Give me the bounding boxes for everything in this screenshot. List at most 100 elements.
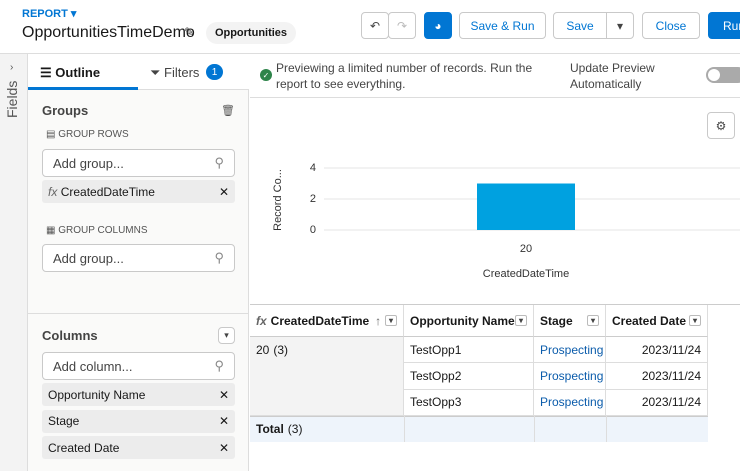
remove-icon[interactable]: ✕ — [218, 184, 229, 199]
item-label: CreatedDateTime — [60, 184, 155, 199]
close-button[interactable]: Close — [642, 12, 700, 39]
header-text: CreatedDateTime — [270, 313, 370, 328]
table-cell: Prospecting — [534, 363, 606, 390]
active-tab-indicator — [28, 87, 138, 90]
expand-icon[interactable]: › — [10, 62, 14, 73]
x-axis-label: CreatedDateTime — [483, 268, 569, 280]
y-axis-label: Record Co... — [272, 169, 284, 231]
outline-tab[interactable]: ☰ Outline — [40, 65, 101, 80]
total-divider — [534, 416, 535, 442]
column-item[interactable]: Opportunity Name ✕ — [42, 383, 235, 406]
table-cell: 2023/11/24 — [606, 363, 708, 390]
save-run-button[interactable]: Save & Run — [459, 12, 546, 39]
header-menu[interactable]: ▾ — [514, 315, 527, 326]
column-header[interactable]: Opportunity Name ▾ — [404, 305, 534, 337]
table-cell: Prospecting — [534, 389, 606, 416]
preview-divider — [250, 97, 740, 98]
table-cell: 2023/11/24 — [606, 389, 708, 416]
groups-title: Groups — [42, 103, 89, 118]
add-group-columns[interactable]: Add group... ⚲ — [42, 244, 235, 272]
group-row-item[interactable]: fx CreatedDateTime ✕ — [42, 180, 235, 203]
table-top-border — [250, 304, 740, 305]
add-column[interactable]: Add column... ⚲ — [42, 352, 235, 380]
placeholder: Add column... — [53, 358, 133, 374]
columns-title: Columns — [42, 328, 98, 343]
label: GROUP ROWS — [58, 129, 129, 140]
y-tick-label: 4 — [310, 162, 316, 174]
columns-menu[interactable]: ▾ — [218, 327, 235, 344]
header-label: Opportunity Name — [410, 314, 515, 328]
filter-count: 1 — [206, 64, 223, 80]
item-label: Stage — [48, 414, 80, 428]
table-cell: TestOpp3 — [404, 389, 534, 416]
label: REPORT — [22, 8, 68, 20]
header-menu[interactable]: ▾ — [586, 315, 599, 326]
auto-preview-label: Update Preview Automatically — [570, 61, 655, 91]
group-columns-label: ▦ GROUP COLUMNS — [46, 225, 148, 236]
chart: Record Co... CreatedDateTime 0 2 4 20 — [272, 162, 740, 280]
total-divider — [606, 416, 607, 442]
item-label: Created Date — [48, 440, 120, 455]
header-menu[interactable]: ▾ — [688, 315, 701, 326]
total-count: (3) — [287, 422, 303, 436]
total-divider — [404, 416, 405, 442]
table-cell: 2023/11/24 — [606, 337, 708, 364]
header-text: Stage — [540, 313, 573, 328]
report-label: REPORT ▾ — [22, 8, 77, 20]
table-cell: Prospecting — [534, 337, 606, 364]
add-group-rows[interactable]: Add group... ⚲ — [42, 149, 235, 177]
toggle-knob — [708, 69, 720, 81]
remove-icon[interactable]: ✕ — [218, 440, 229, 455]
table-cell: TestOpp1 — [404, 337, 534, 364]
label: GROUP COLUMNS — [58, 225, 148, 236]
total-label: Total — [256, 422, 284, 436]
report-title: OpportunitiesTimeDemo — [22, 24, 195, 41]
search-icon: ⚲ — [214, 250, 224, 265]
item-label: Opportunity Name — [48, 387, 146, 402]
header-label: fx CreatedDateTime ↑ — [256, 314, 381, 328]
success-icon: ✓ — [260, 69, 272, 81]
group-label: 20 — [256, 343, 270, 357]
column-header[interactable]: Created Date ▾ — [606, 305, 708, 337]
column-item[interactable]: Stage ✕ — [42, 409, 235, 433]
delete-icon[interactable]: 🗑 — [221, 105, 235, 117]
remove-icon[interactable]: ✕ — [218, 414, 229, 428]
group-count: (3) — [273, 343, 289, 357]
total-row-bg — [250, 416, 708, 442]
chart-toggle[interactable]: ◕ — [424, 12, 452, 39]
search-icon: ⚲ — [214, 155, 224, 170]
group-cell-bg — [250, 337, 404, 416]
column-header[interactable]: fx CreatedDateTime ↑ ▾ — [250, 305, 404, 337]
undo-button[interactable]: ↶ — [361, 12, 389, 39]
y-tick-label: 2 — [310, 193, 316, 205]
auto-preview-toggle[interactable] — [706, 67, 740, 83]
tab-label: Outline — [55, 65, 101, 80]
edit-icon[interactable]: ✎ — [184, 25, 195, 39]
table-cell: TestOpp2 — [404, 363, 534, 390]
fields-label: Fields — [4, 80, 20, 118]
bar — [477, 183, 575, 230]
section-divider — [28, 313, 249, 314]
remove-icon[interactable]: ✕ — [218, 387, 229, 402]
column-item[interactable]: Created Date ✕ — [42, 436, 235, 459]
group-cell: 20 (3) — [250, 337, 404, 363]
fields-strip[interactable] — [0, 54, 28, 471]
filters-tab[interactable]: ⏷ Filters — [150, 65, 200, 80]
redo-button[interactable]: ↷ — [388, 12, 416, 39]
column-header[interactable]: Stage ▾ — [534, 305, 606, 337]
header-divider — [0, 53, 740, 54]
header-label: Stage — [540, 314, 573, 328]
formula-icon: fx — [256, 313, 267, 328]
run-button[interactable]: Run — [708, 12, 740, 39]
search-icon: ⚲ — [214, 358, 224, 373]
header-text: Created Date — [612, 313, 687, 328]
chart-settings[interactable]: ⚙ — [707, 112, 735, 139]
y-tick-label: 0 — [310, 224, 316, 236]
sort-icon: ↑ — [375, 313, 382, 328]
save-button[interactable]: Save — [553, 12, 607, 39]
save-menu[interactable]: ▾ — [606, 12, 634, 39]
header-menu[interactable]: ▾ — [384, 315, 397, 326]
preview-message: Previewing a limited number of records. … — [276, 61, 533, 91]
x-tick-label: 20 — [520, 243, 532, 255]
